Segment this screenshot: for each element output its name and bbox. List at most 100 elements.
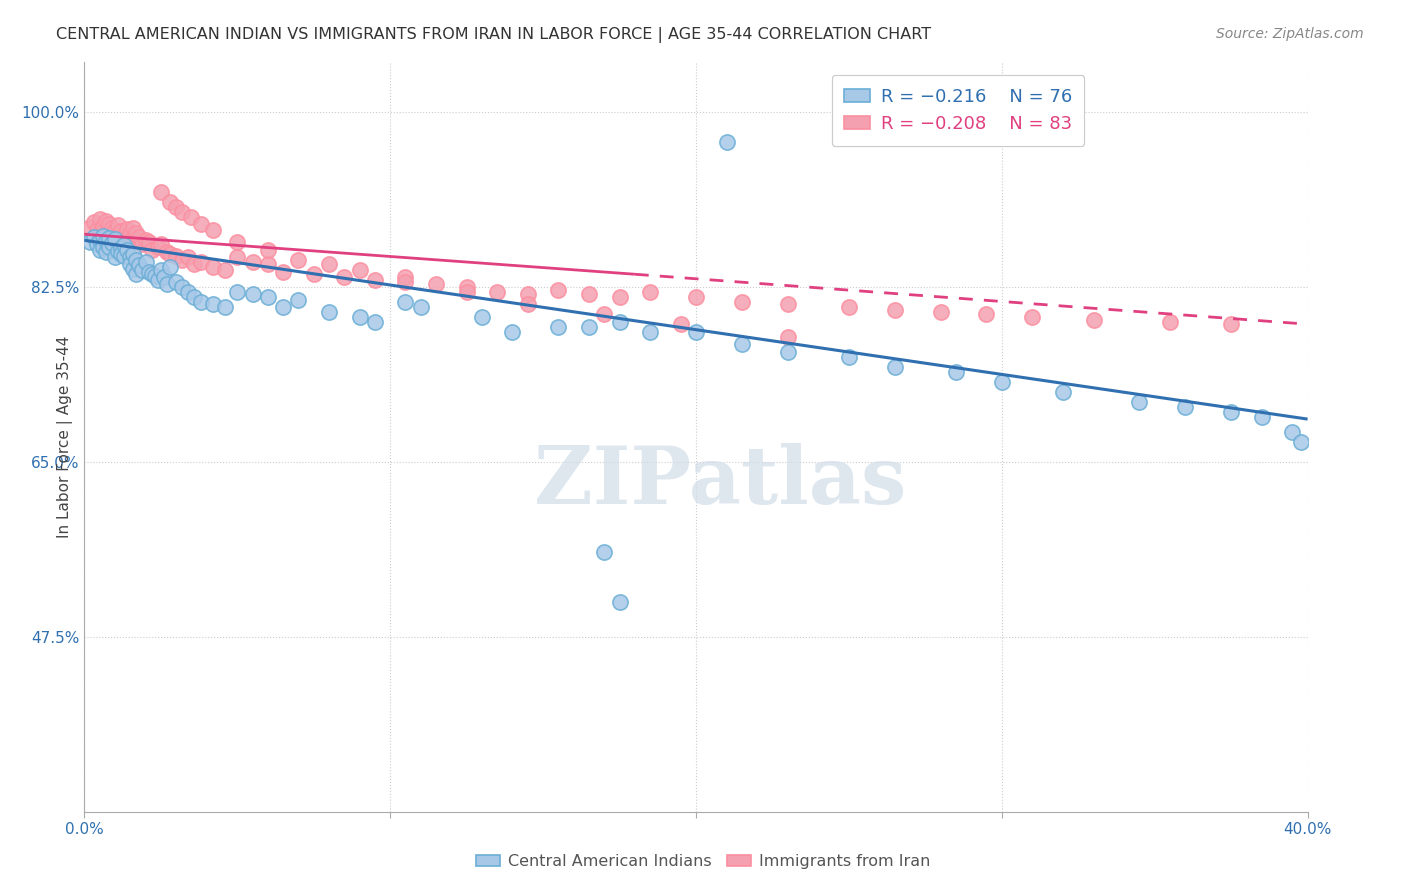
Point — [125, 227, 148, 241]
Point — [287, 253, 309, 268]
Point — [91, 240, 114, 254]
Point — [89, 233, 111, 247]
Point — [1159, 315, 1181, 329]
Point — [425, 277, 447, 292]
Point — [141, 244, 163, 258]
Point — [318, 305, 340, 319]
Point — [172, 205, 194, 219]
Point — [271, 265, 294, 279]
Point — [110, 224, 132, 238]
Point — [226, 250, 249, 264]
Point — [183, 257, 205, 271]
Point — [409, 300, 432, 314]
Point — [159, 260, 181, 275]
Point — [257, 290, 280, 304]
Point — [242, 255, 264, 269]
Point — [165, 200, 187, 214]
Point — [609, 315, 631, 329]
Point — [257, 257, 280, 271]
Point — [976, 307, 998, 321]
Point — [115, 244, 138, 258]
Point — [97, 217, 120, 231]
Point — [578, 287, 600, 301]
Point — [638, 325, 661, 339]
Point — [156, 245, 179, 260]
Point — [177, 285, 200, 300]
Point — [131, 263, 153, 277]
Point — [165, 275, 187, 289]
Point — [226, 285, 249, 300]
Point — [91, 219, 114, 234]
Text: Source: ZipAtlas.com: Source: ZipAtlas.com — [1216, 27, 1364, 41]
Point — [146, 240, 169, 254]
Point — [135, 233, 157, 247]
Point — [669, 317, 692, 331]
Point — [138, 235, 160, 250]
Point — [107, 219, 129, 233]
Point — [638, 285, 661, 300]
Point — [593, 307, 616, 321]
Point — [112, 249, 135, 263]
Point — [101, 236, 124, 251]
Point — [685, 325, 707, 339]
Point — [128, 258, 150, 272]
Point — [107, 230, 129, 244]
Point — [502, 325, 524, 339]
Text: ZIPatlas: ZIPatlas — [534, 443, 907, 521]
Point — [776, 330, 799, 344]
Point — [91, 229, 114, 244]
Point — [122, 221, 145, 235]
Point — [101, 229, 124, 244]
Point — [302, 267, 325, 281]
Point — [86, 237, 108, 252]
Point — [593, 545, 616, 559]
Point — [945, 365, 967, 379]
Point — [1021, 310, 1043, 325]
Point — [1220, 317, 1243, 331]
Point — [107, 244, 129, 259]
Point — [731, 337, 754, 351]
Point — [94, 234, 117, 248]
Point — [120, 257, 142, 271]
Point — [110, 241, 132, 255]
Point — [104, 232, 127, 246]
Point — [112, 238, 135, 252]
Point — [97, 231, 120, 245]
Point — [143, 269, 166, 284]
Point — [159, 195, 181, 210]
Point — [172, 280, 194, 294]
Point — [776, 297, 799, 311]
Point — [287, 293, 309, 308]
Point — [1052, 385, 1074, 400]
Point — [149, 237, 172, 252]
Point — [201, 297, 224, 311]
Point — [456, 280, 478, 294]
Point — [838, 350, 860, 364]
Text: CENTRAL AMERICAN INDIAN VS IMMIGRANTS FROM IRAN IN LABOR FORCE | AGE 35-44 CORRE: CENTRAL AMERICAN INDIAN VS IMMIGRANTS FR… — [56, 27, 931, 43]
Point — [190, 217, 212, 231]
Point — [190, 295, 212, 310]
Point — [183, 290, 205, 304]
Point — [89, 244, 111, 258]
Point — [214, 300, 236, 314]
Point — [471, 310, 494, 325]
Point — [883, 360, 905, 375]
Point — [122, 233, 145, 247]
Point — [131, 237, 153, 252]
Point — [1083, 313, 1105, 327]
Point — [122, 247, 145, 261]
Point — [242, 287, 264, 301]
Point — [83, 215, 105, 229]
Point — [1250, 410, 1272, 425]
Point — [883, 303, 905, 318]
Point — [1220, 405, 1243, 419]
Point — [364, 315, 387, 329]
Point — [578, 320, 600, 334]
Point — [141, 267, 163, 281]
Point — [156, 277, 179, 292]
Point — [112, 228, 135, 243]
Point — [138, 265, 160, 279]
Point — [547, 320, 569, 334]
Point — [79, 235, 101, 250]
Point — [83, 230, 105, 244]
